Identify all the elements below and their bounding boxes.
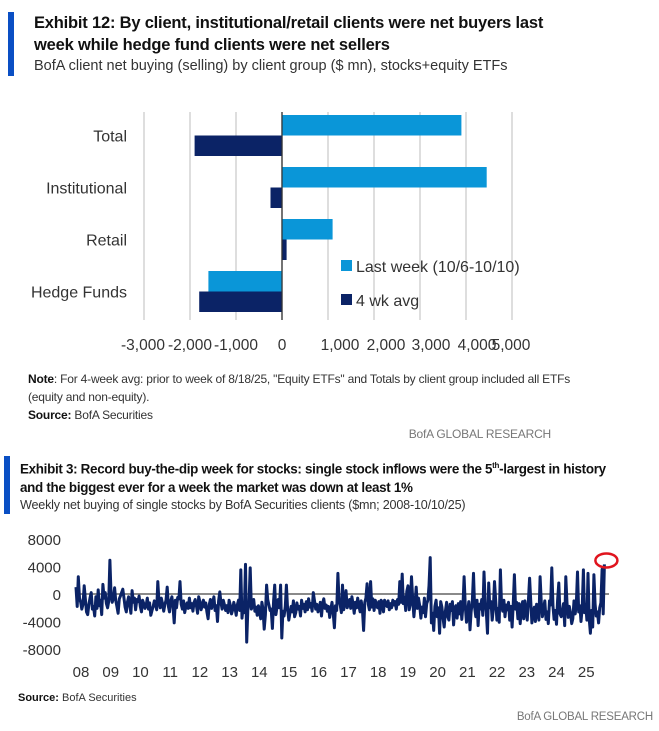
brand-label: BofA GLOBAL RESEARCH <box>516 711 653 723</box>
x-tick-label: 15 <box>281 664 298 681</box>
category-label: Hedge Funds <box>31 285 127 302</box>
x-tick-label: 19 <box>400 664 417 681</box>
bar-last-week <box>282 167 487 188</box>
x-tick-label: 18 <box>370 664 387 681</box>
series-line <box>74 556 606 644</box>
x-tick-label: -2,000 <box>168 337 212 354</box>
x-tick-label: 09 <box>102 664 119 681</box>
y-tick-label: 8000 <box>28 532 61 549</box>
y-tick-label: -8000 <box>23 642 61 659</box>
source-label: Source: <box>18 692 59 704</box>
line-chart: 8000 4000 0 -4000 -8000 08 09 10 11 12 13 14 15 16 17 1… <box>23 532 619 681</box>
exhibit12-header: Exhibit 12: By client, institutional/ret… <box>8 12 634 76</box>
exhibit3-title-line2: and the biggest ever for a week the mark… <box>20 480 413 496</box>
legend-label: 4 wk avg <box>356 293 419 310</box>
exhibit12-title-line2: week while hedge fund clients were net s… <box>34 36 390 54</box>
title-part-b: -largest in history <box>499 461 606 477</box>
x-tick-label: 17 <box>340 664 357 681</box>
x-tick-label: 11 <box>162 664 178 681</box>
category-label: Retail <box>86 233 127 250</box>
bar-4wk-avg <box>199 291 282 312</box>
bar-4wk-avg <box>270 187 282 208</box>
category-label: Institutional <box>46 181 127 198</box>
brand-label: BofA GLOBAL RESEARCH <box>408 427 551 441</box>
x-tick-label: 24 <box>548 664 565 681</box>
x-tick-label: 13 <box>221 664 238 681</box>
x-tick-label: 12 <box>192 664 209 681</box>
x-tick-label: 2,000 <box>367 337 406 354</box>
x-tick-label: 25 <box>578 664 595 681</box>
y-tick-label: -4000 <box>23 615 61 632</box>
exhibit3-title-line1: Exhibit 3: Record buy-the-dip week for s… <box>20 456 659 478</box>
category-label: Total <box>93 129 127 146</box>
source-text: BofA Securities <box>58 692 137 704</box>
x-tick-label: 0 <box>278 337 287 354</box>
x-tick-label: -3,000 <box>121 337 165 354</box>
bar-4wk-avg <box>282 239 287 260</box>
bar-last-week <box>208 271 282 292</box>
legend-swatch <box>341 294 352 305</box>
y-tick-label: 4000 <box>28 560 61 577</box>
note-label: Note <box>28 372 54 386</box>
source-text: BofA Securities <box>71 408 153 422</box>
exhibit12-title-line1: Exhibit 12: By client, institutional/ret… <box>34 14 544 32</box>
x-tick-label: 3,000 <box>412 337 451 354</box>
title-superscript: th <box>492 461 500 470</box>
exhibit3-title: Exhibit 3: Record buy-the-dip week for s… <box>20 456 659 497</box>
exhibit3-source: Source: BofA Securities <box>18 692 137 704</box>
x-tick-label: 5,000 <box>492 337 531 354</box>
exhibit12-note: Note: For 4-week avg: prior to week of 8… <box>28 370 588 424</box>
x-tick-label: 20 <box>429 664 446 681</box>
bar-last-week <box>282 115 462 136</box>
legend-swatch <box>341 260 352 271</box>
exhibit12-subtitle: BofA client net buying (selling) by clie… <box>34 58 508 74</box>
x-tick-label: 23 <box>518 664 535 681</box>
x-tick-label: 16 <box>310 664 327 681</box>
x-tick-label: 10 <box>132 664 149 681</box>
y-tick-label: 0 <box>53 587 61 604</box>
legend-label: Last week (10/6-10/10) <box>356 259 520 276</box>
x-tick-label: 22 <box>489 664 506 681</box>
exhibit12-title: Exhibit 12: By client, institutional/ret… <box>34 12 634 56</box>
bar-chart: -3,000 -2,000 -1,000 0 1,000 2,000 3,000 4,0005… <box>31 112 531 354</box>
exhibit3-subtitle: Weekly net buying of single stocks by Bo… <box>20 498 466 513</box>
x-tick-label: 14 <box>251 664 268 681</box>
x-tick-label: 1,000 <box>321 337 360 354</box>
highlight-circle <box>594 552 619 569</box>
bar-4wk-avg <box>194 135 282 156</box>
exhibit3-header: Exhibit 3: Record buy-the-dip week for s… <box>4 456 659 515</box>
note-text: : For 4-week avg: prior to week of 8/18/… <box>28 372 571 404</box>
bar-last-week <box>282 219 333 240</box>
title-part-a: Exhibit 3: Record buy-the-dip week for s… <box>20 461 493 477</box>
x-tick-label: 08 <box>73 664 90 681</box>
x-tick-label: 4,000 <box>458 337 497 354</box>
x-tick-label: 21 <box>459 664 476 681</box>
source-label: Source: <box>28 408 72 422</box>
x-tick-label: -1,000 <box>214 337 258 354</box>
